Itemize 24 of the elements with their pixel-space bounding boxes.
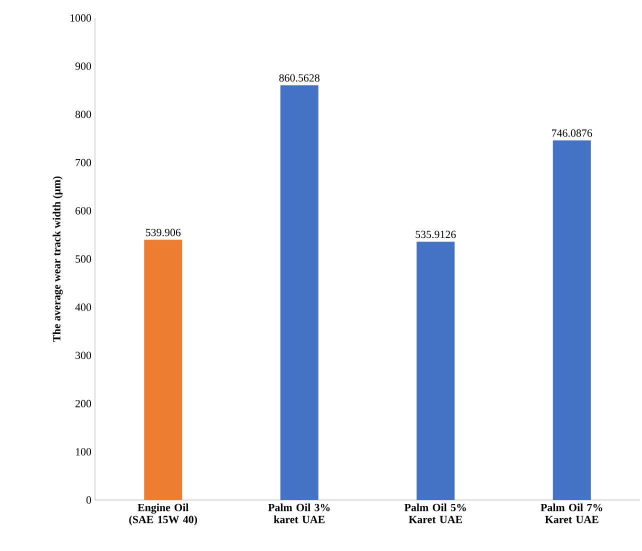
y-tick-label: 500 [76,255,92,263]
y-tick-label: 0 [86,496,92,504]
y-tick-label: 600 [76,207,92,214]
bar [144,240,182,500]
bar [280,85,318,500]
y-tick-label: 300 [76,352,92,360]
y-tick-label: 700 [76,158,92,166]
data-label: 746.0876 [552,129,592,137]
x-tick-label: Palm Oil 3% karet UAE [268,504,330,524]
y-tick-label: 400 [75,304,92,311]
data-label: 860.5628 [279,74,320,82]
x-tick-label: Palm Oil 5% Karet UAE [404,504,466,524]
y-tick-label: 200 [76,400,92,408]
x-tick-label: Engine Oil (SAE 15W 40) [129,504,198,526]
y-tick-label: 900 [75,62,92,70]
y-tick-label: 1000 [70,14,92,22]
bar [416,242,455,500]
bar [552,140,591,500]
data-label: 535.9126 [416,230,456,238]
y-axis-title: The average wear track width (µm) [52,176,63,342]
y-tick-label: 800 [75,110,92,118]
x-tick-label: Palm Oil 7% Karet UAE [540,504,602,524]
data-label: 539.906 [146,228,181,236]
y-tick-label: 100 [76,448,92,456]
